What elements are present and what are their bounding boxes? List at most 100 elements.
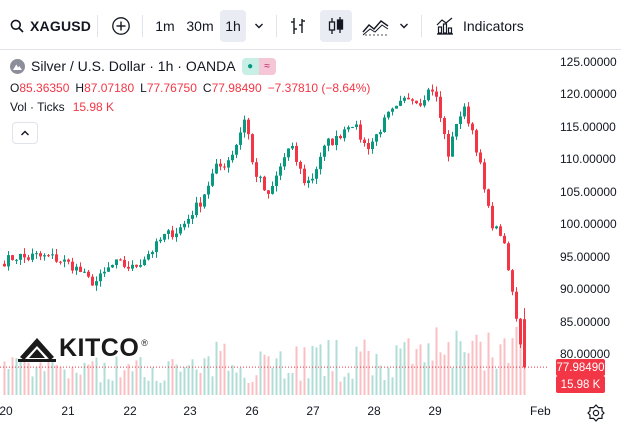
candle-body — [295, 145, 298, 162]
candle-body — [303, 168, 306, 184]
price-tick: 125.00000 — [560, 55, 617, 69]
candles-style-button[interactable] — [320, 10, 352, 42]
chart-settings-button[interactable] — [586, 403, 606, 423]
candle-body — [175, 233, 178, 238]
candle-body — [127, 266, 130, 269]
candle-body — [219, 163, 222, 167]
candle-body — [459, 116, 462, 124]
price-tick: 120.00000 — [560, 87, 617, 102]
candle-body — [411, 99, 414, 101]
candle-body — [283, 157, 286, 167]
price-axis[interactable]: 125.00000 120.00000 115.00000 110.00000 … — [548, 50, 621, 395]
volume-bar — [491, 357, 494, 395]
candle-body — [375, 134, 378, 142]
chart-type-button[interactable] — [358, 10, 394, 42]
volume-bar — [155, 380, 158, 395]
price-tick: 90.00000 — [560, 282, 611, 297]
candle-body — [371, 141, 374, 150]
volume-bar — [263, 354, 266, 395]
candle-body — [495, 226, 498, 229]
time-axis[interactable]: 20 21 22 23 26 27 28 29 — [0, 398, 548, 426]
interval-30m[interactable]: 30m — [186, 18, 214, 34]
volume-bar — [31, 376, 34, 395]
candle-body — [503, 235, 506, 244]
change-value: −7.37810 (−8.64%) — [267, 81, 371, 95]
candle-body — [339, 135, 342, 139]
candle-body — [499, 226, 502, 236]
legend-collapse-button[interactable] — [12, 122, 38, 144]
volume-bar — [227, 370, 230, 395]
volume-bar — [403, 342, 406, 395]
volume-bar — [231, 365, 234, 395]
candle-body — [115, 259, 118, 265]
symbol-search-button[interactable]: XAGUSD — [6, 10, 92, 42]
candle-body — [155, 241, 158, 253]
high-value: 87.07180 — [84, 81, 135, 95]
candle-body — [59, 261, 62, 263]
volume-bar — [191, 359, 194, 395]
candle-body — [67, 259, 70, 262]
compare-symbol-button[interactable] — [107, 10, 135, 42]
interval-dropdown-button[interactable] — [249, 10, 269, 42]
candle-body — [387, 111, 390, 118]
candle-body — [231, 154, 234, 161]
kitco-watermark: KITCO ® — [18, 334, 148, 363]
volume-bar — [179, 371, 182, 395]
interval-1h[interactable]: 1h — [220, 10, 246, 42]
top-toolbar: XAGUSD 1m 30m 1h Indicators — [0, 0, 621, 50]
close-value: 77.98490 — [211, 81, 262, 95]
price-chart[interactable] — [0, 50, 548, 395]
candle-body — [203, 194, 206, 207]
candle-body — [379, 132, 382, 135]
candle-body — [467, 106, 470, 124]
candle-body — [323, 145, 326, 157]
volume-bar — [383, 380, 386, 395]
volume-bar — [43, 371, 46, 395]
indicators-button[interactable]: Indicators — [431, 10, 533, 42]
volume-bar — [343, 376, 346, 395]
candle-body — [399, 100, 402, 106]
candle-body — [263, 176, 266, 191]
volume-bar — [423, 362, 426, 395]
volume-bar — [323, 376, 326, 395]
kitco-registered-mark: ® — [141, 337, 148, 348]
candle-body — [195, 202, 198, 216]
candle-body — [327, 138, 330, 146]
time-tick: 29 — [428, 404, 442, 418]
volume-bar — [159, 382, 162, 395]
time-tick: 26 — [245, 404, 259, 418]
candle-body — [179, 227, 182, 234]
chart-type-dropdown-button[interactable] — [395, 10, 413, 42]
candle-body — [63, 259, 66, 262]
candle-body — [71, 261, 74, 271]
volume-bar — [479, 341, 482, 395]
volume-bar — [139, 357, 142, 395]
volume-bar — [307, 378, 310, 395]
bar-style-button[interactable] — [284, 10, 312, 42]
low-key: L — [140, 81, 147, 95]
candle-body — [395, 105, 398, 109]
volume-bar — [287, 372, 290, 395]
price-tick: 80.00000 — [560, 347, 611, 361]
legend-title-row: Silver / U.S. Dollar · 1h · OANDA ● ≈ — [10, 56, 530, 76]
chevron-up-icon — [21, 130, 29, 136]
candle-body — [75, 266, 78, 271]
volume-bar — [315, 347, 318, 395]
interval-1m[interactable]: 1m — [155, 18, 175, 34]
time-tick: 27 — [306, 404, 320, 418]
volume-bar — [443, 354, 446, 395]
candle-body — [207, 185, 210, 195]
time-tick: 28 — [367, 404, 381, 418]
candle-body — [267, 190, 270, 194]
volume-bar — [455, 330, 458, 395]
market-status-badge[interactable]: ● ≈ — [241, 57, 276, 75]
candle-body — [159, 239, 162, 242]
time-tick: 21 — [61, 404, 75, 418]
volume-bar — [211, 376, 214, 395]
candle-body — [347, 127, 350, 130]
volume-bar — [387, 367, 390, 395]
candle-body — [415, 100, 418, 104]
volume-bar — [207, 356, 210, 395]
volume-bar — [395, 345, 398, 395]
volume-bar — [7, 369, 10, 395]
